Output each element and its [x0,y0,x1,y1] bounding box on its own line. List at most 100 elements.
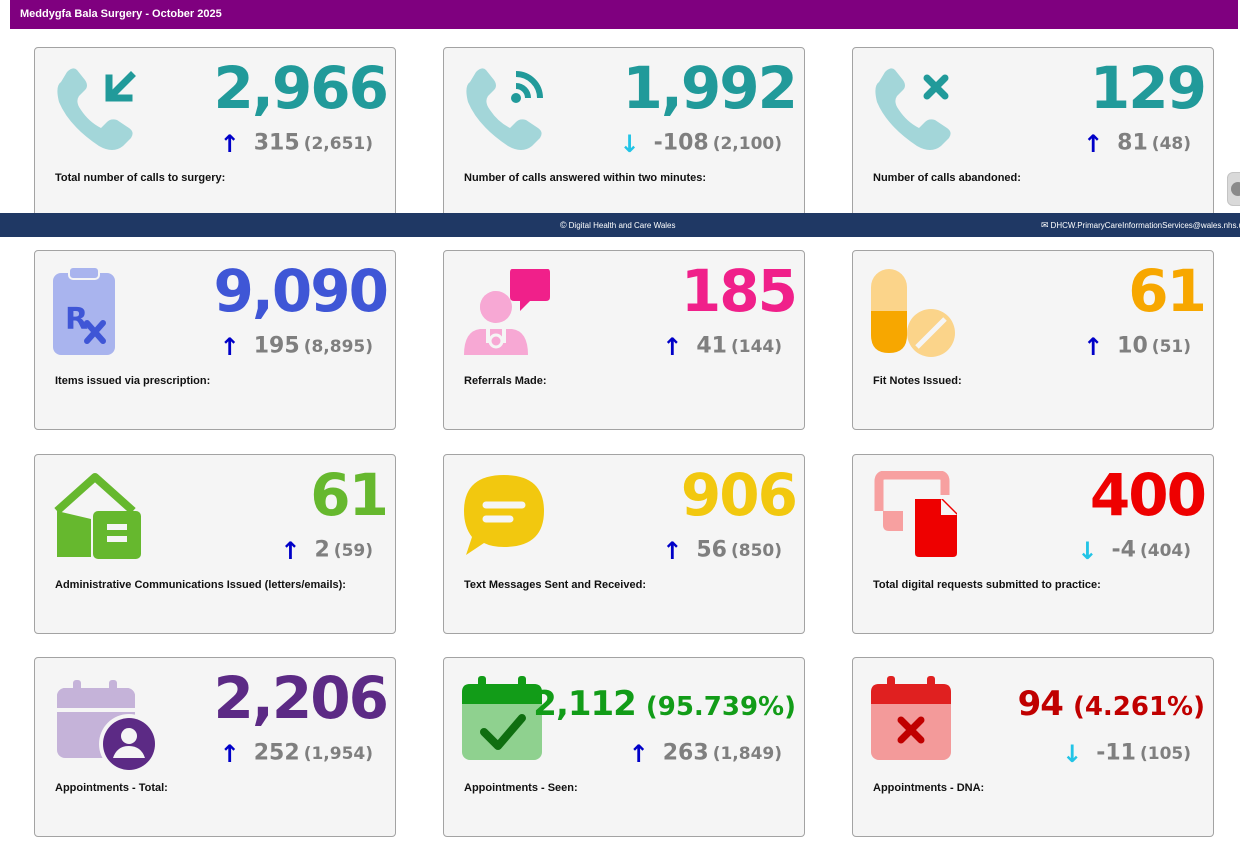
kpi-card-prescription-items: R 9,090 ↑ 195 (8,895) Items issued via pre… [34,250,396,430]
kpi-label: Appointments - DNA: [873,782,985,794]
kpi-change-value: 81 [1117,130,1148,156]
kpi-card-text-messages: 906 ↑ 56 (850) Text Messages Sent and Rece… [443,454,805,634]
kpi-card-calls-answered: 1,992 ↓ -108 (2,100) Number of calls answe… [443,47,805,227]
kpi-value: 9,090 [213,257,389,325]
kpi-value: 61 [310,461,389,529]
kpi-change: ↑ 81 (48) [1083,128,1191,158]
kpi-card-referrals: 185 ↑ 41 (144) Referrals Made: [443,250,805,430]
kpi-label: Administrative Communications Issued (le… [55,579,346,591]
kpi-previous-value: (59) [333,540,373,561]
digital-request-icon [869,471,959,561]
kpi-previous-value: (1,849) [712,743,782,764]
kpi-change: ↓ -4 (404) [1077,535,1191,565]
kpi-previous-value: (51) [1151,336,1191,357]
arrow-up-icon: ↑ [662,536,683,565]
svg-text:R: R [65,302,88,337]
kpi-change-value: -108 [653,130,709,156]
kpi-label: Number of calls answered within two minu… [464,172,707,184]
footer-email-text: DHCW.PrimaryCareInformationServices@wale… [1050,221,1240,230]
arrow-up-icon: ↑ [219,332,240,361]
kpi-change: ↑ 263 (1,849) [629,738,782,768]
kpi-label: Number of calls abandoned: [873,172,1021,184]
kpi-value: 2,966 [213,54,389,122]
kpi-card-appointments-seen: 2,112 (95.739%) ↑ 263 (1,849) Appointments … [443,657,805,837]
chat-bubble-icon [460,471,550,561]
kpi-change-value: 263 [662,740,709,766]
kpi-change-value: -4 [1111,537,1136,563]
kpi-previous-value: (144) [730,336,782,357]
calendar-cross-icon [869,674,959,764]
envelope-icon: ✉ [1041,220,1049,230]
kpi-previous-value: (105) [1139,743,1191,764]
arrow-up-icon: ↑ [662,332,683,361]
arrow-down-icon: ↓ [1077,536,1098,565]
kpi-change-value: 195 [253,333,300,359]
arrow-up-icon: ↑ [280,536,301,565]
scroll-handle-icon [1231,182,1240,196]
arrow-up-icon: ↑ [1083,129,1104,158]
kpi-card-admin-communications: 61 ↑ 2 (59) Administrative Communications … [34,454,396,634]
referral-icon [460,267,550,357]
kpi-label: Fit Notes Issued: [873,375,962,387]
kpi-change: ↑ 195 (8,895) [220,331,373,361]
kpi-value: 129 [1089,54,1207,122]
pills-icon [869,267,959,357]
kpi-previous-value: (1,954) [303,743,373,764]
kpi-previous-value: (8,895) [303,336,373,357]
kpi-previous-value: (2,100) [712,133,782,154]
kpi-change-value: 10 [1117,333,1148,359]
kpi-value: 906 [680,461,798,529]
kpi-label: Items issued via prescription: [55,375,211,387]
kpi-change: ↑ 41 (144) [662,331,782,361]
arrow-up-icon: ↑ [628,739,649,768]
kpi-card-appointments-dna: 94 (4.261%) ↓ -11 (105) Appointments - DNA: [852,657,1214,837]
kpi-change: ↑ 2 (59) [280,535,373,565]
report-title-bar: Meddygfa Bala Surgery - October 2025 [10,0,1238,29]
kpi-label: Total number of calls to surgery: [55,172,226,184]
kpi-value: 2,112 (95.739%) [533,682,796,729]
scroll-handle[interactable] [1227,172,1240,206]
kpi-label: Appointments - Total: [55,782,168,794]
phone-missed-icon [869,64,959,154]
kpi-label: Total digital requests submitted to prac… [873,579,1101,591]
kpi-change: ↑ 315 (2,651) [220,128,373,158]
kpi-value: 185 [680,257,798,325]
kpi-value-percent: (95.739%) [645,692,796,722]
footer-contact-email[interactable]: ✉ DHCW.PrimaryCareInformationServices@wal… [1041,213,1240,238]
kpi-card-total-calls: 2,966 ↑ 315 (2,651) Total number of calls … [34,47,396,227]
arrow-down-icon: ↓ [619,129,640,158]
copyright-icon: © [560,220,567,230]
arrow-down-icon: ↓ [1062,739,1083,768]
phone-incoming-icon [51,64,141,154]
arrow-up-icon: ↑ [219,739,240,768]
kpi-label: Referrals Made: [464,375,547,387]
kpi-value-percent: (4.261%) [1072,692,1205,722]
kpi-value: 2,206 [213,664,389,732]
kpi-change-value: 252 [253,740,300,766]
kpi-change: ↑ 10 (51) [1083,331,1191,361]
kpi-card-calls-abandoned: 129 ↑ 81 (48) Number of calls abandoned: [852,47,1214,227]
kpi-card-digital-requests: 400 ↓ -4 (404) Total digital requests subm… [852,454,1214,634]
kpi-label: Appointments - Seen: [464,782,578,794]
kpi-previous-value: (2,651) [303,133,373,154]
arrow-up-icon: ↑ [219,129,240,158]
calendar-check-icon [460,674,550,764]
kpi-card-appointments-total: 2,206 ↑ 252 (1,954) Appointments - Total: [34,657,396,837]
kpi-card-fit-notes: 61 ↑ 10 (51) Fit Notes Issued: [852,250,1214,430]
kpi-change: ↑ 252 (1,954) [220,738,373,768]
house-document-icon [51,471,141,561]
kpi-previous-value: (850) [730,540,782,561]
kpi-value-number: 94 [1017,684,1064,724]
kpi-change-value: 315 [253,130,300,156]
kpi-change: ↓ -11 (105) [1062,738,1191,768]
arrow-up-icon: ↑ [1083,332,1104,361]
kpi-value: 94 (4.261%) [1018,682,1205,729]
report-title: Meddygfa Bala Surgery - October 2025 [20,8,222,20]
kpi-change-value: 56 [696,537,727,563]
footer-organisation: © Digital Health and Care Wales [560,213,676,238]
kpi-change: ↓ -108 (2,100) [620,128,782,158]
kpi-change-value: 2 [314,537,330,563]
kpi-value-number: 2,112 [533,684,637,724]
calendar-user-icon [51,674,161,774]
kpi-value: 400 [1089,461,1207,529]
